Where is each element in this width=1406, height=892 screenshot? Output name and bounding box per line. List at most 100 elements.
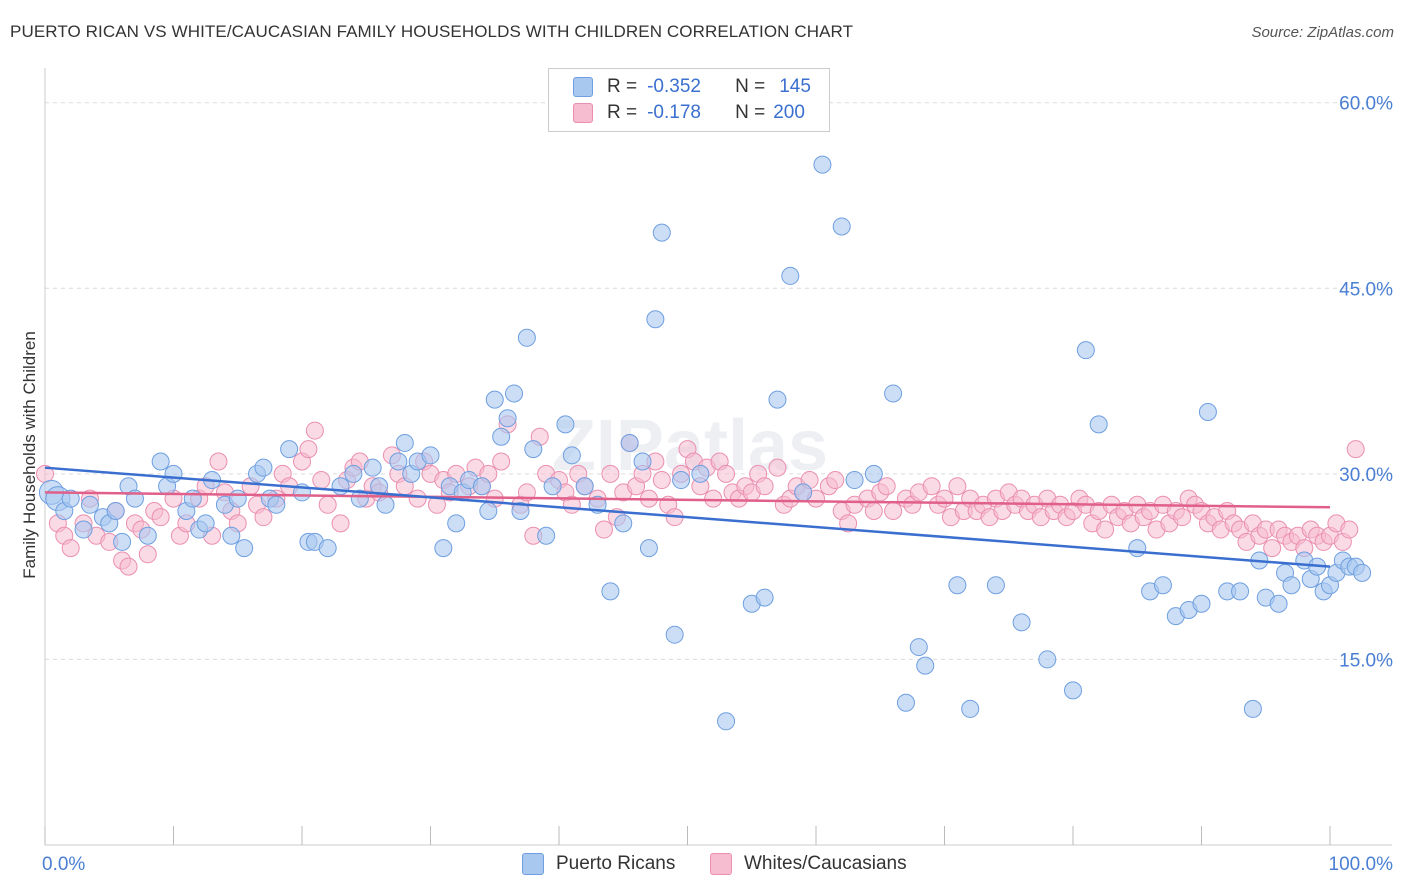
point-puerto-ricans bbox=[196, 514, 215, 533]
point-whites bbox=[717, 464, 736, 483]
point-whites bbox=[884, 501, 903, 520]
legend-r-value: -0.178 bbox=[647, 102, 701, 123]
point-puerto-ricans bbox=[633, 452, 652, 471]
point-whites bbox=[1340, 520, 1359, 539]
point-whites bbox=[517, 483, 536, 502]
point-puerto-ricans bbox=[614, 514, 633, 533]
y-tick-label: 60.0% bbox=[1339, 94, 1393, 115]
point-puerto-ricans bbox=[318, 539, 337, 558]
point-puerto-ricans bbox=[350, 489, 369, 508]
legend-n-value: 145 bbox=[779, 76, 811, 97]
legend-n-value: 200 bbox=[773, 102, 805, 123]
point-puerto-ricans bbox=[344, 464, 363, 483]
point-puerto-ricans bbox=[1269, 594, 1288, 613]
point-puerto-ricans bbox=[472, 477, 491, 496]
point-whites bbox=[151, 508, 170, 527]
point-puerto-ricans bbox=[1012, 613, 1031, 632]
point-puerto-ricans bbox=[575, 477, 594, 496]
point-puerto-ricans bbox=[138, 526, 157, 545]
legend-r-value: -0.352 bbox=[647, 76, 701, 97]
point-puerto-ricans bbox=[498, 409, 517, 428]
trend-lines bbox=[44, 466, 1331, 568]
point-puerto-ricans bbox=[896, 693, 915, 712]
source-label: Source: ZipAtlas.com bbox=[1251, 24, 1394, 41]
point-puerto-ricans bbox=[562, 446, 581, 465]
point-puerto-ricans bbox=[1153, 576, 1172, 595]
point-whites bbox=[209, 452, 228, 471]
point-puerto-ricans bbox=[884, 384, 903, 403]
point-whites bbox=[1346, 440, 1365, 459]
point-whites bbox=[922, 477, 941, 496]
legend-r-label: R = bbox=[607, 76, 638, 97]
point-puerto-ricans bbox=[106, 501, 125, 520]
point-puerto-ricans bbox=[909, 638, 928, 657]
point-puerto-ricans bbox=[986, 576, 1005, 595]
point-puerto-ricans bbox=[781, 266, 800, 285]
legend-row-whites: R = -0.178 N = 200 bbox=[573, 100, 805, 126]
point-puerto-ricans bbox=[639, 539, 658, 558]
point-whites bbox=[492, 452, 511, 471]
point-whites bbox=[318, 495, 337, 514]
point-puerto-ricans bbox=[228, 489, 247, 508]
legend-n-label: N = bbox=[735, 76, 766, 97]
point-puerto-ricans bbox=[151, 452, 170, 471]
point-whites bbox=[138, 545, 157, 564]
point-whites bbox=[877, 477, 896, 496]
legend-swatch-pink bbox=[573, 103, 593, 123]
point-whites bbox=[1096, 520, 1115, 539]
series-puerto-ricans-points bbox=[38, 155, 1372, 731]
point-puerto-ricans bbox=[1243, 699, 1262, 718]
y-tick-label: 30.0% bbox=[1339, 465, 1393, 486]
point-puerto-ricans bbox=[665, 625, 684, 644]
bottom-legend-swatch-blue bbox=[522, 853, 544, 875]
legend-n-label: N = bbox=[735, 102, 766, 123]
point-puerto-ricans bbox=[672, 471, 691, 490]
point-whites bbox=[864, 501, 883, 520]
legend-swatch-blue bbox=[573, 77, 593, 97]
point-whites bbox=[119, 557, 138, 576]
bottom-legend-whites: Whites/Caucasians bbox=[710, 852, 907, 876]
point-puerto-ricans bbox=[80, 495, 99, 514]
point-puerto-ricans bbox=[646, 310, 665, 329]
point-puerto-ricans bbox=[74, 520, 93, 539]
point-puerto-ricans bbox=[1231, 582, 1250, 601]
point-puerto-ricans bbox=[864, 464, 883, 483]
trend-line-puerto-ricans bbox=[44, 466, 1331, 568]
point-whites bbox=[254, 508, 273, 527]
bottom-legend-label: Whites/Caucasians bbox=[744, 853, 907, 874]
y-tick-labels: 15.0% 30.0% 45.0% 60.0% bbox=[1339, 94, 1393, 672]
point-puerto-ricans bbox=[267, 495, 286, 514]
gridlines bbox=[45, 102, 1392, 660]
point-puerto-ricans bbox=[1353, 563, 1372, 582]
point-whites bbox=[299, 440, 318, 459]
point-puerto-ricans bbox=[222, 526, 241, 545]
point-puerto-ricans bbox=[164, 464, 183, 483]
bottom-legend-label: Puerto Ricans bbox=[556, 853, 676, 874]
point-puerto-ricans bbox=[479, 501, 498, 520]
point-puerto-ricans bbox=[389, 452, 408, 471]
x-tick-label: 0.0% bbox=[42, 854, 85, 875]
point-whites bbox=[935, 489, 954, 508]
y-axis-label: Family Households with Children bbox=[20, 331, 39, 579]
point-puerto-ricans bbox=[492, 427, 511, 446]
point-puerto-ricans bbox=[537, 526, 556, 545]
point-whites bbox=[601, 464, 620, 483]
point-puerto-ricans bbox=[1282, 576, 1301, 595]
point-puerto-ricans bbox=[434, 539, 453, 558]
point-puerto-ricans bbox=[113, 532, 132, 551]
point-puerto-ricans bbox=[61, 489, 80, 508]
point-puerto-ricans bbox=[794, 483, 813, 502]
point-puerto-ricans bbox=[183, 489, 202, 508]
trend-line-whites bbox=[44, 491, 1331, 509]
point-puerto-ricans bbox=[421, 446, 440, 465]
point-puerto-ricans bbox=[280, 440, 299, 459]
point-puerto-ricans bbox=[1198, 403, 1217, 422]
point-puerto-ricans bbox=[768, 390, 787, 409]
point-whites bbox=[839, 514, 858, 533]
point-whites bbox=[331, 514, 350, 533]
point-puerto-ricans bbox=[511, 501, 530, 520]
point-whites bbox=[704, 489, 723, 508]
point-puerto-ricans bbox=[601, 582, 620, 601]
point-puerto-ricans bbox=[1128, 539, 1147, 558]
